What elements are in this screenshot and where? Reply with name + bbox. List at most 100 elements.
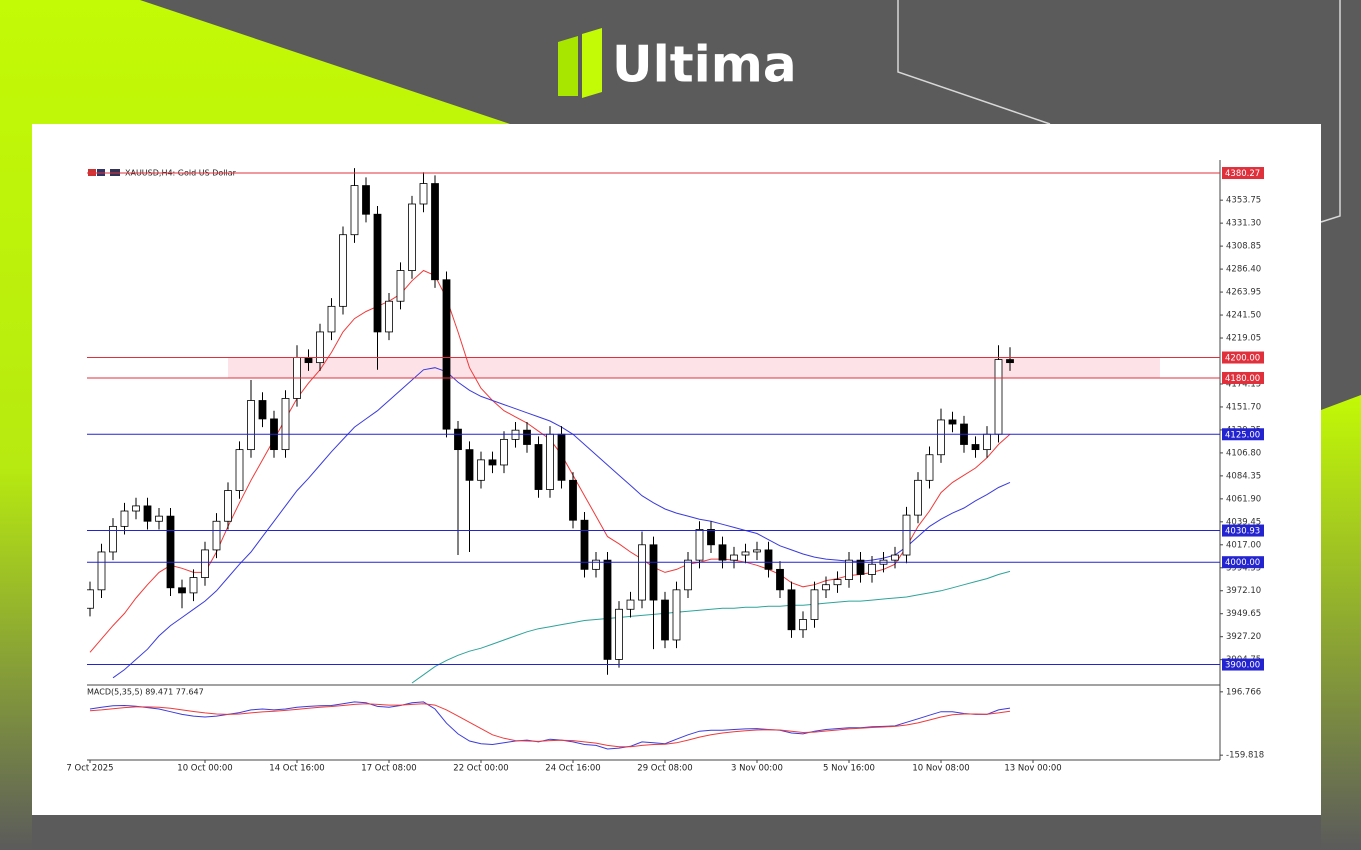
candle-body (155, 515, 163, 522)
y-tick-label: 4263.95 (1226, 288, 1261, 298)
decor-line (1320, 0, 1341, 223)
level-label: 4380.27 (1225, 169, 1260, 179)
candle-body (592, 559, 600, 570)
candle-body (511, 429, 520, 440)
candle-body (143, 505, 152, 522)
y-tick-label: 4174.15 (1226, 379, 1261, 389)
candle-body (557, 433, 566, 481)
candle-body (902, 514, 911, 556)
level-label: 4125.00 (1225, 430, 1260, 440)
candle-body (741, 551, 750, 556)
candle-body (339, 234, 347, 307)
candle-body (97, 551, 106, 591)
candle-body (684, 559, 692, 591)
candle-body (166, 515, 175, 589)
x-tick-label: 13 Nov 00:00 (1004, 764, 1061, 774)
macd-label: MACD(5,35,5) 89.471 77.647 (87, 688, 204, 697)
x-tick-label: 5 Nov 16:00 (823, 764, 875, 774)
candle-body (948, 419, 957, 425)
candle-body (937, 419, 945, 456)
candle-body (603, 559, 612, 660)
x-tick-label: 7 Oct 2025 (66, 764, 113, 774)
y-tick-label: 4308.85 (1226, 242, 1261, 252)
logo-icon (558, 36, 578, 96)
candle-body (373, 213, 382, 333)
candle-body (868, 563, 876, 575)
chart-panel (32, 124, 1321, 815)
x-tick-label: 14 Oct 16:00 (269, 764, 324, 774)
y-tick-label: 3949.65 (1226, 609, 1261, 619)
moving-average (411, 570, 1011, 684)
candle-body (661, 599, 669, 641)
candle-body (856, 559, 865, 575)
x-tick-label: 10 Oct 00:00 (177, 764, 232, 774)
y-tick-label: 3994.55 (1226, 563, 1261, 573)
candle-body (672, 589, 681, 641)
zone (228, 357, 1160, 378)
candle-body (534, 444, 543, 490)
candle-body (465, 449, 474, 481)
y-tick-label: 3972.10 (1226, 586, 1261, 596)
candle-body (649, 544, 658, 601)
candle-body (419, 183, 428, 205)
candle-body (833, 579, 842, 586)
y-tick-label: 4241.50 (1226, 311, 1261, 321)
level-label-box (1222, 371, 1264, 384)
x-tick-label: 24 Oct 16:00 (545, 764, 600, 774)
candle-body (224, 490, 232, 522)
y-tick-label: -159.818 (1226, 751, 1264, 761)
candle-body (822, 584, 830, 591)
flag-icon (88, 169, 96, 176)
candle-body (983, 433, 991, 451)
candle-body (396, 270, 405, 302)
candle-body (730, 554, 738, 561)
x-tick-label: 29 Oct 08:00 (637, 764, 692, 774)
candle-body (247, 400, 255, 451)
candle-body (212, 520, 221, 551)
flag-icon (110, 169, 120, 176)
level-label: 3900.00 (1225, 661, 1260, 671)
candle-body (488, 459, 497, 466)
logo-text: Ultima (612, 36, 797, 94)
candle-body (327, 305, 336, 333)
level-label-box (1222, 524, 1264, 537)
candle-body (304, 357, 313, 364)
candle-body (787, 589, 796, 631)
logo-icon (582, 28, 602, 98)
level-label-box (1222, 556, 1264, 569)
candle-body (201, 549, 209, 578)
candle-body (178, 587, 186, 594)
level-label-box (1222, 428, 1264, 441)
candle-body (189, 577, 198, 594)
lime-shape (1321, 395, 1361, 850)
y-tick-label: 4219.05 (1226, 334, 1261, 344)
candle-body (258, 400, 267, 420)
candle-body (316, 331, 324, 364)
y-tick-label: 4151.70 (1226, 402, 1261, 412)
x-tick-label: 17 Oct 08:00 (361, 764, 416, 774)
x-tick-label: 3 Nov 00:00 (731, 764, 783, 774)
candle-body (523, 429, 531, 445)
candle-body (718, 544, 727, 561)
candle-body (638, 544, 646, 601)
candle-body (350, 185, 359, 236)
flag-icon (97, 169, 105, 176)
candle-body (753, 549, 761, 553)
candle-body (994, 359, 1003, 435)
decor-line (897, 0, 1051, 125)
y-tick-label: 196.766 (1226, 687, 1261, 697)
candle-body (454, 428, 462, 451)
y-tick-label: 3927.20 (1226, 632, 1261, 642)
lime-shape (0, 0, 510, 850)
level-label-box (1222, 351, 1264, 364)
candle-body (546, 433, 554, 490)
candle-body (569, 479, 577, 521)
candle-body (971, 444, 980, 451)
candle-body (235, 449, 244, 491)
candle-body (362, 185, 370, 215)
candle-body (385, 300, 393, 333)
candle-body (408, 203, 416, 271)
candle-body (109, 525, 117, 553)
